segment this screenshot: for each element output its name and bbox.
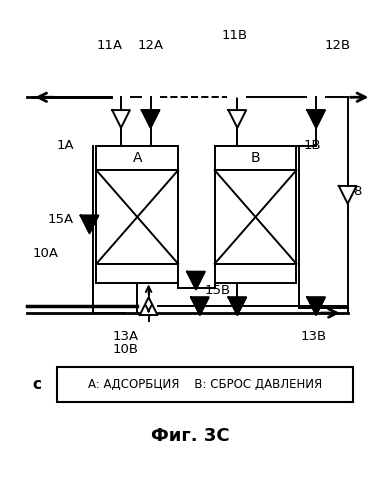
Text: 13A: 13A xyxy=(113,330,139,343)
Bar xyxy=(96,264,178,283)
Text: 10B: 10B xyxy=(113,343,139,356)
Bar xyxy=(96,146,178,170)
Text: c: c xyxy=(33,377,42,392)
Text: 13B: 13B xyxy=(300,330,326,343)
Bar xyxy=(215,170,296,264)
Text: A: АДСОРБЦИЯ    B: СБРОС ДАВЛЕНИЯ: A: АДСОРБЦИЯ B: СБРОС ДАВЛЕНИЯ xyxy=(88,378,322,391)
Text: 15B: 15B xyxy=(205,284,231,297)
Text: 15A: 15A xyxy=(47,213,73,226)
Polygon shape xyxy=(142,110,160,128)
Bar xyxy=(215,146,296,170)
Bar xyxy=(57,367,352,402)
Text: 8: 8 xyxy=(354,185,362,199)
Text: 11B: 11B xyxy=(221,29,247,42)
Text: 12A: 12A xyxy=(138,39,164,52)
Polygon shape xyxy=(307,110,325,128)
Bar xyxy=(96,170,178,264)
Polygon shape xyxy=(229,110,246,128)
Text: 1A: 1A xyxy=(57,139,75,152)
Polygon shape xyxy=(187,271,205,289)
Text: 11A: 11A xyxy=(96,39,122,52)
Text: 10A: 10A xyxy=(32,248,58,260)
Text: A: A xyxy=(133,151,142,165)
Polygon shape xyxy=(339,186,357,204)
Text: 1B: 1B xyxy=(303,139,321,152)
Text: Фиг. 3C: Фиг. 3C xyxy=(151,427,229,445)
Polygon shape xyxy=(112,110,130,128)
Polygon shape xyxy=(140,297,158,315)
Text: B: B xyxy=(251,151,260,165)
Text: 12B: 12B xyxy=(325,39,351,52)
Polygon shape xyxy=(191,297,209,315)
Polygon shape xyxy=(81,216,99,233)
Polygon shape xyxy=(307,297,325,315)
Polygon shape xyxy=(229,297,246,315)
Bar xyxy=(215,264,296,283)
